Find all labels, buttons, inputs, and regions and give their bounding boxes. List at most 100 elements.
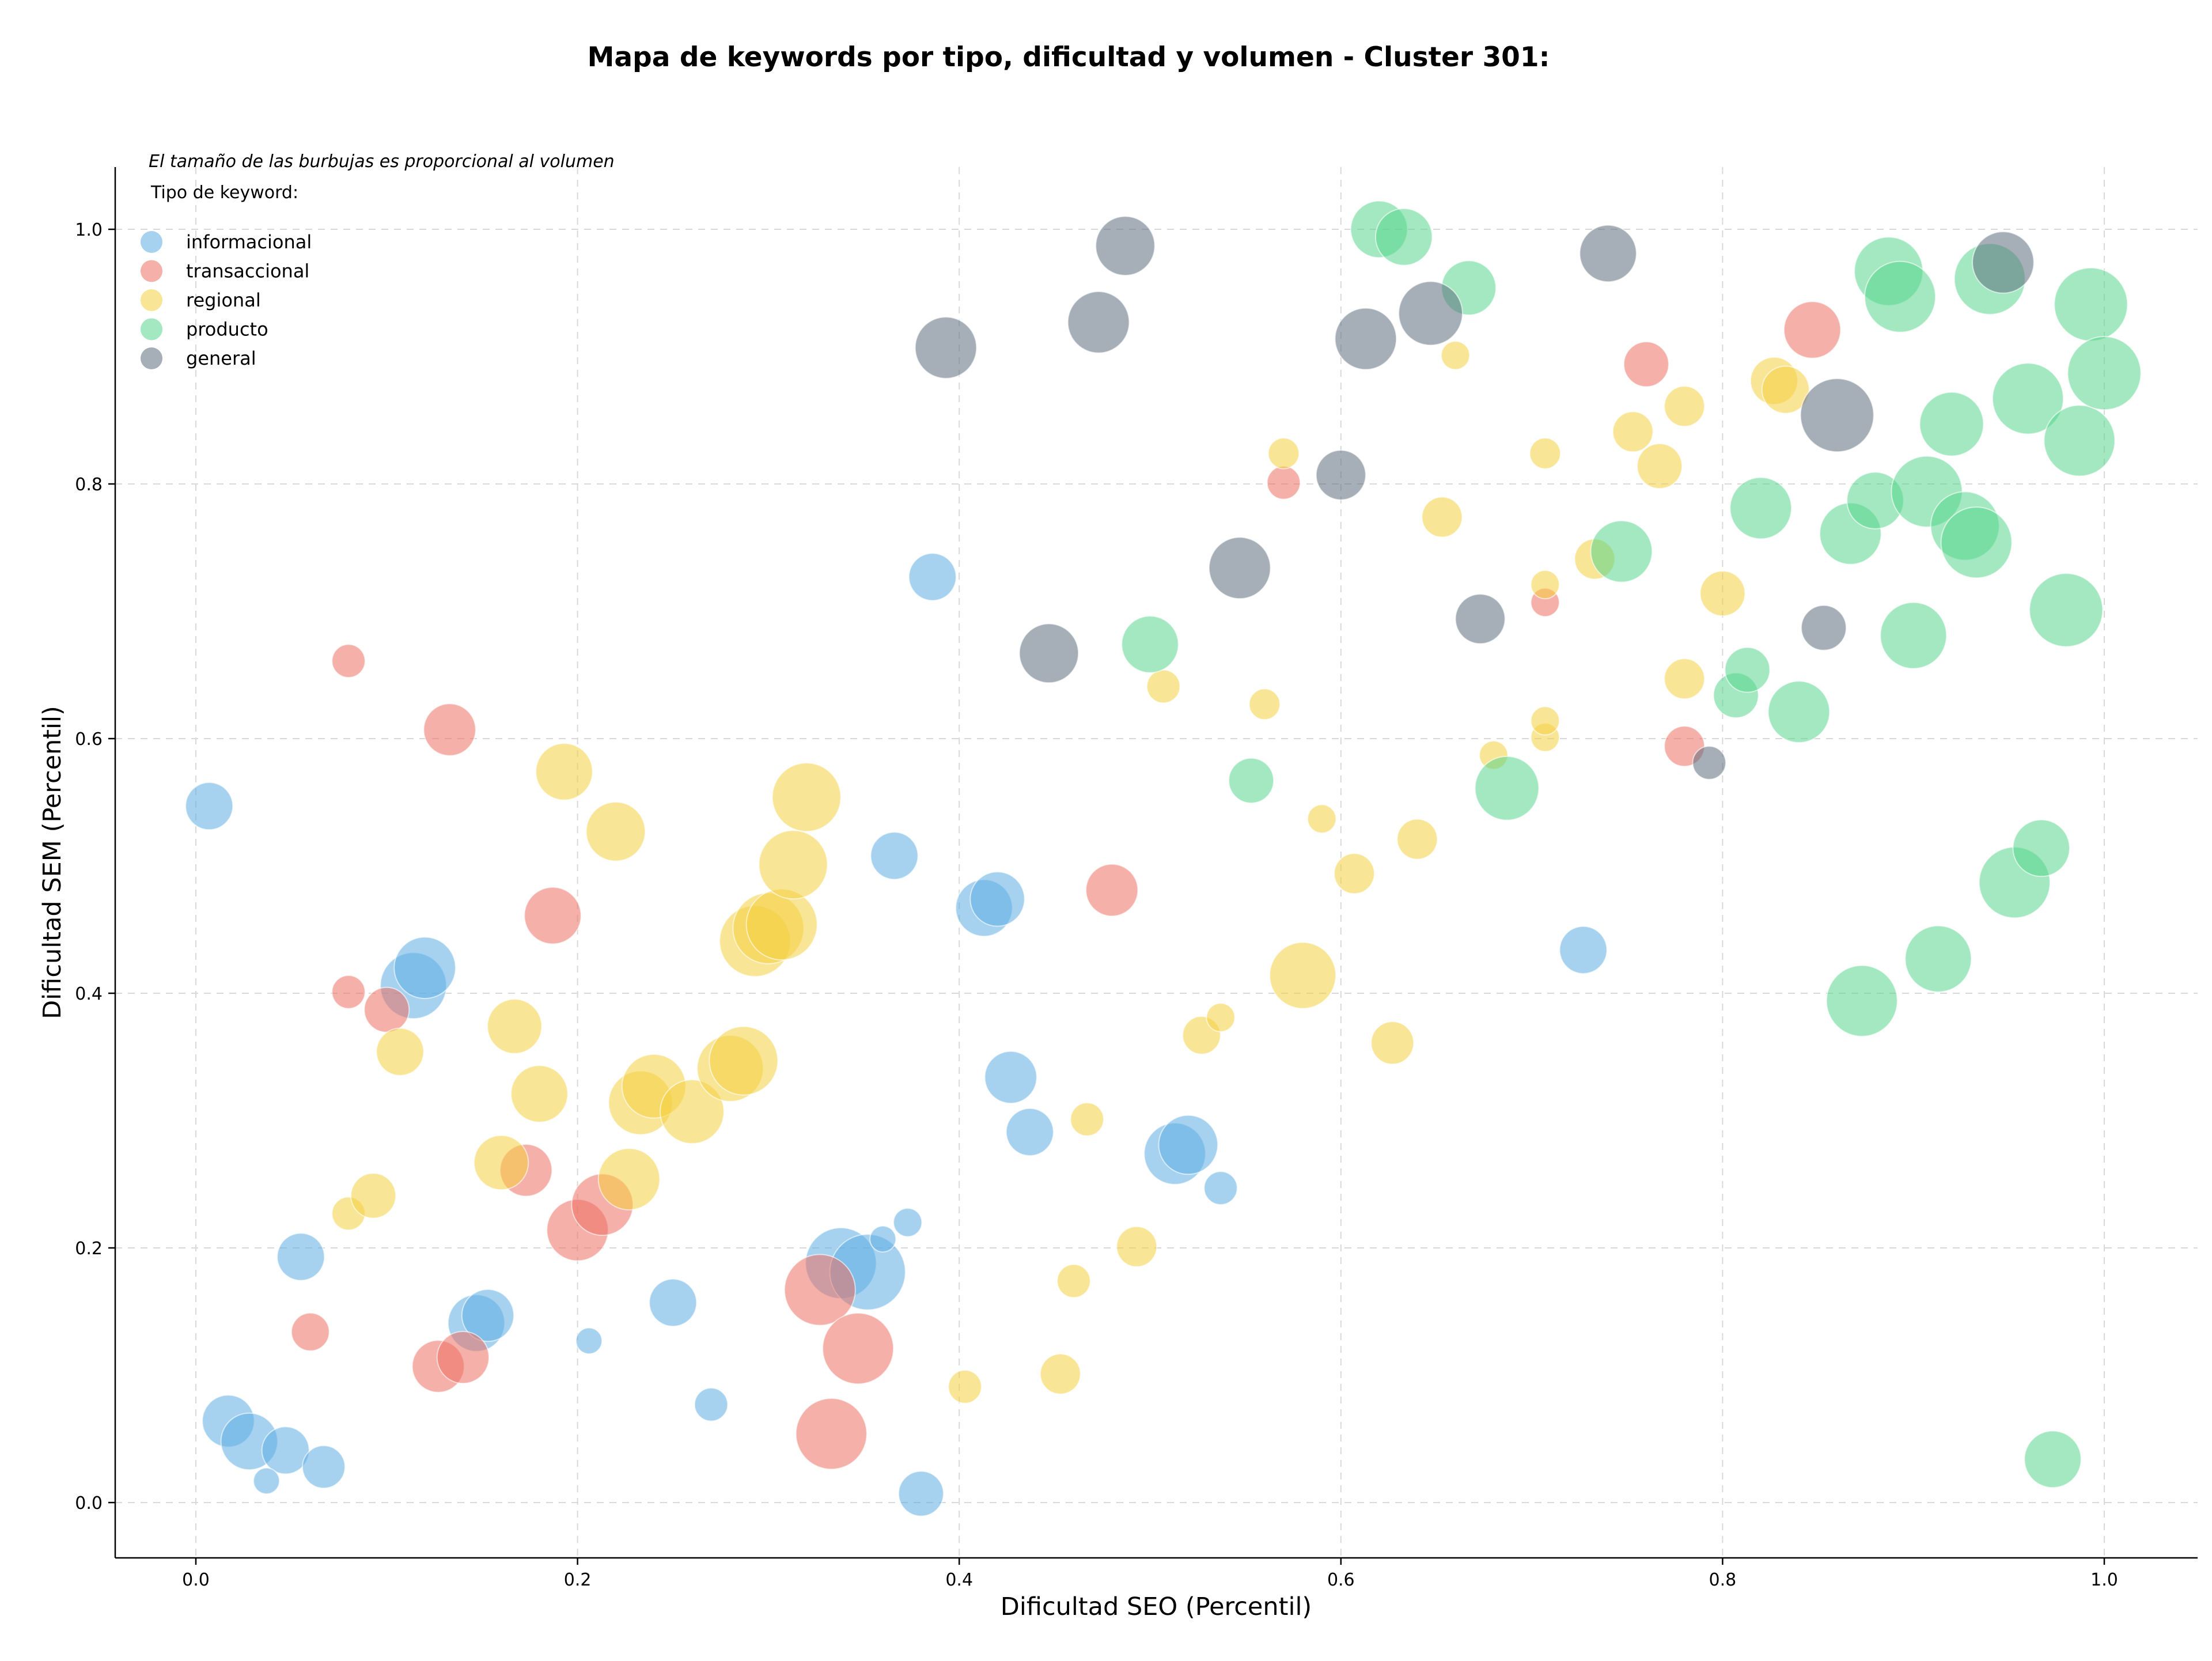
bubble-general bbox=[1315, 449, 1366, 501]
y-tick-label: 0.4 bbox=[75, 984, 103, 1004]
bubble-regional bbox=[1267, 437, 1300, 470]
bubble-informacional bbox=[908, 553, 957, 601]
bubble-regional bbox=[758, 830, 828, 900]
bubble-transaccional bbox=[290, 1312, 330, 1352]
bubble-regional bbox=[1421, 496, 1463, 538]
bubble-general bbox=[1208, 536, 1271, 600]
bubble-informacional bbox=[1158, 1114, 1219, 1175]
y-tick-label: 0.2 bbox=[75, 1239, 103, 1259]
bubble-producto bbox=[1729, 476, 1792, 540]
x-axis-label: Dificultad SEO (Percentil) bbox=[1001, 1592, 1312, 1621]
bubble-producto bbox=[1864, 260, 1937, 333]
y-tick-label: 0.6 bbox=[75, 729, 103, 750]
bubble-regional bbox=[350, 1172, 397, 1219]
bubble-informacional bbox=[870, 831, 919, 880]
bubble-general bbox=[1692, 746, 1726, 780]
bubble-regional bbox=[1440, 340, 1471, 370]
bubble-regional bbox=[1530, 706, 1560, 736]
bubble-general bbox=[914, 316, 978, 379]
bubble-general bbox=[1801, 604, 1847, 651]
bubble-transaccional bbox=[423, 703, 476, 756]
legend-label: transaccional bbox=[186, 260, 309, 282]
chart-title: Mapa de keywords por tipo, dificultad y … bbox=[588, 41, 1550, 73]
bubble-regional bbox=[535, 743, 593, 801]
legend-label: informacional bbox=[186, 231, 312, 253]
bubble-regional bbox=[948, 1369, 982, 1404]
bubble-producto bbox=[2012, 819, 2070, 877]
bubble-informacional bbox=[261, 1426, 310, 1475]
bubble-general bbox=[1018, 623, 1080, 684]
bubble-transaccional bbox=[331, 644, 366, 678]
bubble-regional bbox=[745, 888, 818, 961]
bubble-regional bbox=[473, 1134, 529, 1191]
legend-label: producto bbox=[186, 319, 268, 340]
legend-marker bbox=[141, 289, 162, 311]
bubble-regional bbox=[709, 1026, 779, 1096]
axis-ticks: 0.0 0.2 0.4 0.6 0.8 1.0 0.0 0.2 0.4 0.6 0.8 1.0 bbox=[75, 220, 2118, 1590]
bubble-regional bbox=[1396, 818, 1438, 860]
x-tick-label: 0.8 bbox=[1709, 1570, 1737, 1590]
bubble-general bbox=[1095, 215, 1156, 276]
bubble-regional bbox=[1146, 669, 1181, 704]
y-tick-label: 0.8 bbox=[75, 475, 103, 495]
bubble-producto bbox=[1880, 601, 1948, 669]
legend-item-producto: producto bbox=[141, 318, 268, 340]
legend: informacional transaccional regional produc… bbox=[141, 231, 312, 369]
bubble-regional bbox=[1039, 1353, 1081, 1395]
bubble-general bbox=[1334, 307, 1397, 370]
bubble-transaccional bbox=[822, 1312, 895, 1385]
legend-item-general: general bbox=[141, 347, 256, 369]
bubble-regional bbox=[1248, 688, 1281, 720]
bubble-informacional bbox=[1559, 925, 1608, 974]
bubble-regional bbox=[1530, 569, 1560, 600]
legend-item-regional: regional bbox=[141, 289, 261, 311]
bubble-general bbox=[1067, 291, 1130, 354]
bubble-informacional bbox=[969, 871, 1025, 927]
bubble-regional bbox=[660, 1079, 725, 1144]
x-tick-label: 1.0 bbox=[2090, 1570, 2118, 1590]
bubble-informacional bbox=[302, 1445, 346, 1489]
series-regional bbox=[331, 340, 1810, 1404]
bubble-producto bbox=[1374, 208, 1433, 266]
bubble-informacional bbox=[694, 1387, 729, 1422]
bubble-regional bbox=[1116, 1225, 1158, 1267]
bubble-producto bbox=[1919, 391, 1984, 457]
bubble-producto bbox=[1228, 757, 1275, 804]
bubble-regional bbox=[1612, 411, 1654, 453]
bubble-regional bbox=[510, 1065, 569, 1123]
bubble-regional bbox=[1664, 385, 1705, 427]
bubble-producto bbox=[2024, 1430, 2082, 1489]
bubble-producto bbox=[1590, 520, 1653, 583]
bubble-regional bbox=[1637, 443, 1683, 490]
legend-marker bbox=[141, 260, 162, 282]
bubble-producto bbox=[1825, 964, 1898, 1037]
bubble-regional bbox=[1761, 365, 1810, 414]
bubble-producto bbox=[2054, 267, 2128, 342]
bubble-regional bbox=[1664, 658, 1705, 699]
series-transaccional bbox=[290, 301, 1842, 1470]
legend-label: regional bbox=[186, 289, 261, 311]
x-tick-label: 0.6 bbox=[1327, 1570, 1355, 1590]
bubble-general bbox=[1455, 593, 1506, 645]
bubbles bbox=[185, 200, 2142, 1517]
bubble-regional bbox=[597, 1148, 661, 1210]
bubble-regional bbox=[1370, 1021, 1415, 1065]
bubble-producto bbox=[1904, 925, 1972, 993]
bubble-informacional bbox=[1203, 1171, 1238, 1205]
legend-item-transaccional: transaccional bbox=[141, 260, 309, 282]
bubble-regional bbox=[1307, 804, 1337, 834]
legend-marker bbox=[141, 231, 162, 253]
bubble-producto bbox=[1991, 362, 2064, 435]
bubble-general bbox=[1398, 281, 1463, 346]
legend-title: Tipo de keyword: bbox=[150, 183, 298, 203]
bubble-regional bbox=[585, 801, 646, 862]
bubble-transaccional bbox=[1623, 341, 1669, 388]
y-axis-label: Dificultad SEM (Percentil) bbox=[38, 706, 67, 1019]
bubble-general bbox=[1972, 231, 2035, 294]
bubble-regional bbox=[1699, 570, 1746, 617]
bubble-transaccional bbox=[1085, 863, 1139, 917]
bubble-producto bbox=[1724, 646, 1771, 693]
legend-marker bbox=[141, 347, 162, 369]
legend-marker bbox=[141, 318, 162, 340]
bubble-informacional bbox=[869, 1225, 897, 1253]
